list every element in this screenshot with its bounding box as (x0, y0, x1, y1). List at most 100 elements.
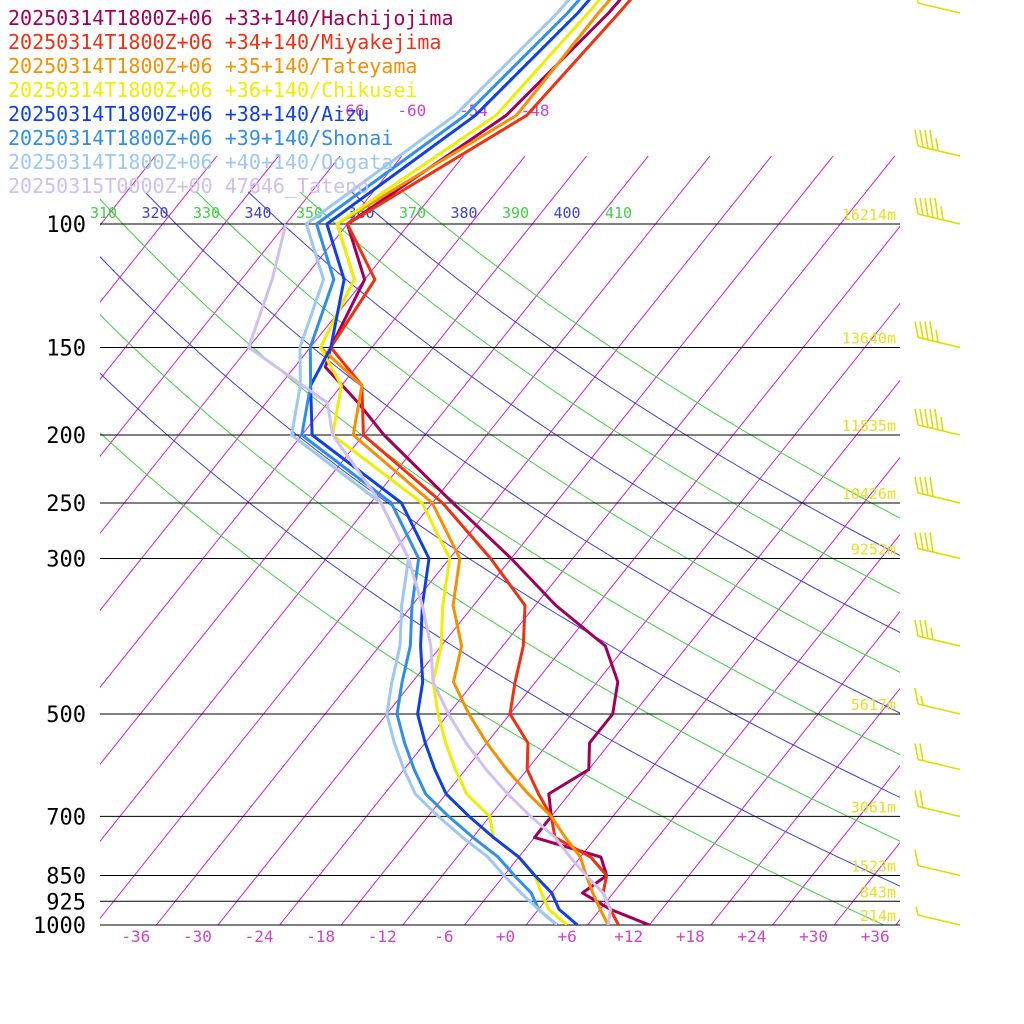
temperature-tick-label: -6 (434, 927, 453, 946)
height-label: 214m (860, 907, 896, 925)
theta-label: 380 (451, 204, 478, 222)
dry-adiabat-line (100, 372, 900, 887)
legend-item: 20250314T1800Z+06 +38+140/Aizu (8, 102, 370, 126)
height-label: 5617m (851, 696, 896, 714)
temperature-tick-label: -30 (183, 927, 212, 946)
wind-barb (914, 129, 961, 157)
theta-label: 330 (193, 204, 220, 222)
temperature-tick-label: +6 (557, 927, 576, 946)
wind-barb (916, 0, 961, 14)
dry-adiabat-line (351, 191, 900, 557)
isotherm-line (100, 155, 649, 843)
temperature-tick-label: +12 (614, 927, 643, 946)
temperature-tick-label: -18 (306, 927, 335, 946)
pressure-label: 100 (46, 213, 86, 238)
legend-item: 20250314T1800Z+06 +33+140/Hachijojima (8, 6, 454, 30)
isotherm-line (464, 379, 900, 925)
wind-barb (914, 619, 961, 647)
wind-barb (914, 532, 961, 560)
wind-barb (914, 790, 961, 818)
isotherm-line (402, 302, 900, 925)
upper-temperature-label: -66 (336, 101, 365, 120)
isotherm-line (772, 764, 900, 925)
isotherm-line (100, 155, 279, 381)
height-label: 11835m (842, 417, 896, 435)
isotherm-line (957, 156, 1024, 925)
dry-adiabat-line (247, 191, 900, 633)
legend: 20250314T1800Z+06 +33+140/Hachijojima 202… (8, 6, 454, 198)
legend-item: 20250314T1800Z+06 +40+140/Oogata (8, 150, 394, 174)
isotherm-line (895, 918, 900, 925)
isotherm-line (100, 155, 341, 458)
chart-labels: 100 16214m 150 13640m 200 11835m 250 10426m 300 9… (33, 101, 896, 946)
wind-barb (914, 408, 961, 436)
temperature-tick-label: +18 (676, 927, 705, 946)
height-label: 16214m (842, 206, 896, 224)
height-label: 1523m (851, 858, 896, 876)
theta-label: 310 (90, 204, 117, 222)
isotherm-line (100, 155, 587, 766)
height-label: 13640m (842, 329, 896, 347)
isotherm-line (0, 156, 32, 925)
wind-barbs (914, 0, 961, 926)
height-label: 843m (860, 883, 896, 901)
temperature-tick-label: -12 (368, 927, 397, 946)
isotherm-line (279, 155, 896, 925)
wind-barb (914, 849, 961, 877)
theta-label: 410 (605, 204, 632, 222)
upper-temperature-label: -60 (397, 101, 426, 120)
isotherm-line (155, 155, 772, 925)
wind-barb (914, 687, 961, 715)
theta-label: 370 (399, 204, 426, 222)
isotherm-line (587, 533, 900, 925)
isobar-lines (100, 223, 900, 926)
pressure-label: 250 (46, 492, 86, 517)
sounding-line (247, 223, 612, 925)
theta-label: 340 (245, 204, 272, 222)
wind-barb (914, 321, 961, 349)
temperature-tick-label: +36 (861, 927, 890, 946)
dry-adiabat-line (196, 191, 900, 673)
temperature-tick-label: +0 (496, 927, 515, 946)
pressure-label: 150 (46, 336, 86, 361)
dry-adiabat-line (144, 191, 900, 714)
sounding-line (323, 0, 650, 925)
temperature-tick-label: +30 (799, 927, 828, 946)
isotherm-line (648, 610, 900, 925)
wind-barb (914, 743, 961, 771)
legend-item: 20250314T1800Z+06 +36+140/Chikusei (8, 78, 418, 102)
isotherm-line (100, 155, 711, 920)
isotherm-line (1019, 156, 1024, 925)
wind-barb (914, 476, 961, 504)
legend-item: 20250315T0000Z+00 47646_Tateno (8, 174, 370, 198)
isotherm-line (340, 225, 900, 925)
temperature-tick-label: +24 (738, 927, 767, 946)
legend-item: 20250314T1800Z+06 +39+140/Shonai (8, 126, 394, 150)
temperature-tick-label: -36 (121, 927, 150, 946)
theta-label: 400 (554, 204, 581, 222)
pressure-label: 500 (46, 703, 86, 728)
pressure-label: 850 (46, 865, 86, 890)
sounding-series (247, 0, 650, 925)
isotherm-line (100, 155, 526, 689)
theta-label: 390 (502, 204, 529, 222)
sounding-line (290, 0, 571, 925)
dry-adiabat-line (100, 313, 900, 842)
pressure-label: 1000 (33, 914, 86, 939)
isotherm-line (710, 687, 900, 925)
isotherm-line (217, 155, 834, 925)
isotherm-line (100, 155, 403, 535)
legend-item: 20250314T1800Z+06 +35+140/Tateyama (8, 54, 418, 78)
pressure-label: 300 (46, 547, 86, 572)
temperature-tick-label: -24 (245, 927, 274, 946)
dry-adiabat-line (402, 191, 900, 519)
height-label: 10426m (842, 485, 896, 503)
height-label: 9252m (851, 540, 896, 558)
legend-item: 20250314T1800Z+06 +34+140/Miyakejima (8, 30, 442, 54)
height-label: 3061m (851, 798, 896, 816)
wind-barb (915, 906, 961, 926)
dry-adiabat-line (299, 191, 900, 595)
isotherm-line (100, 155, 218, 303)
wind-barb (914, 197, 961, 225)
